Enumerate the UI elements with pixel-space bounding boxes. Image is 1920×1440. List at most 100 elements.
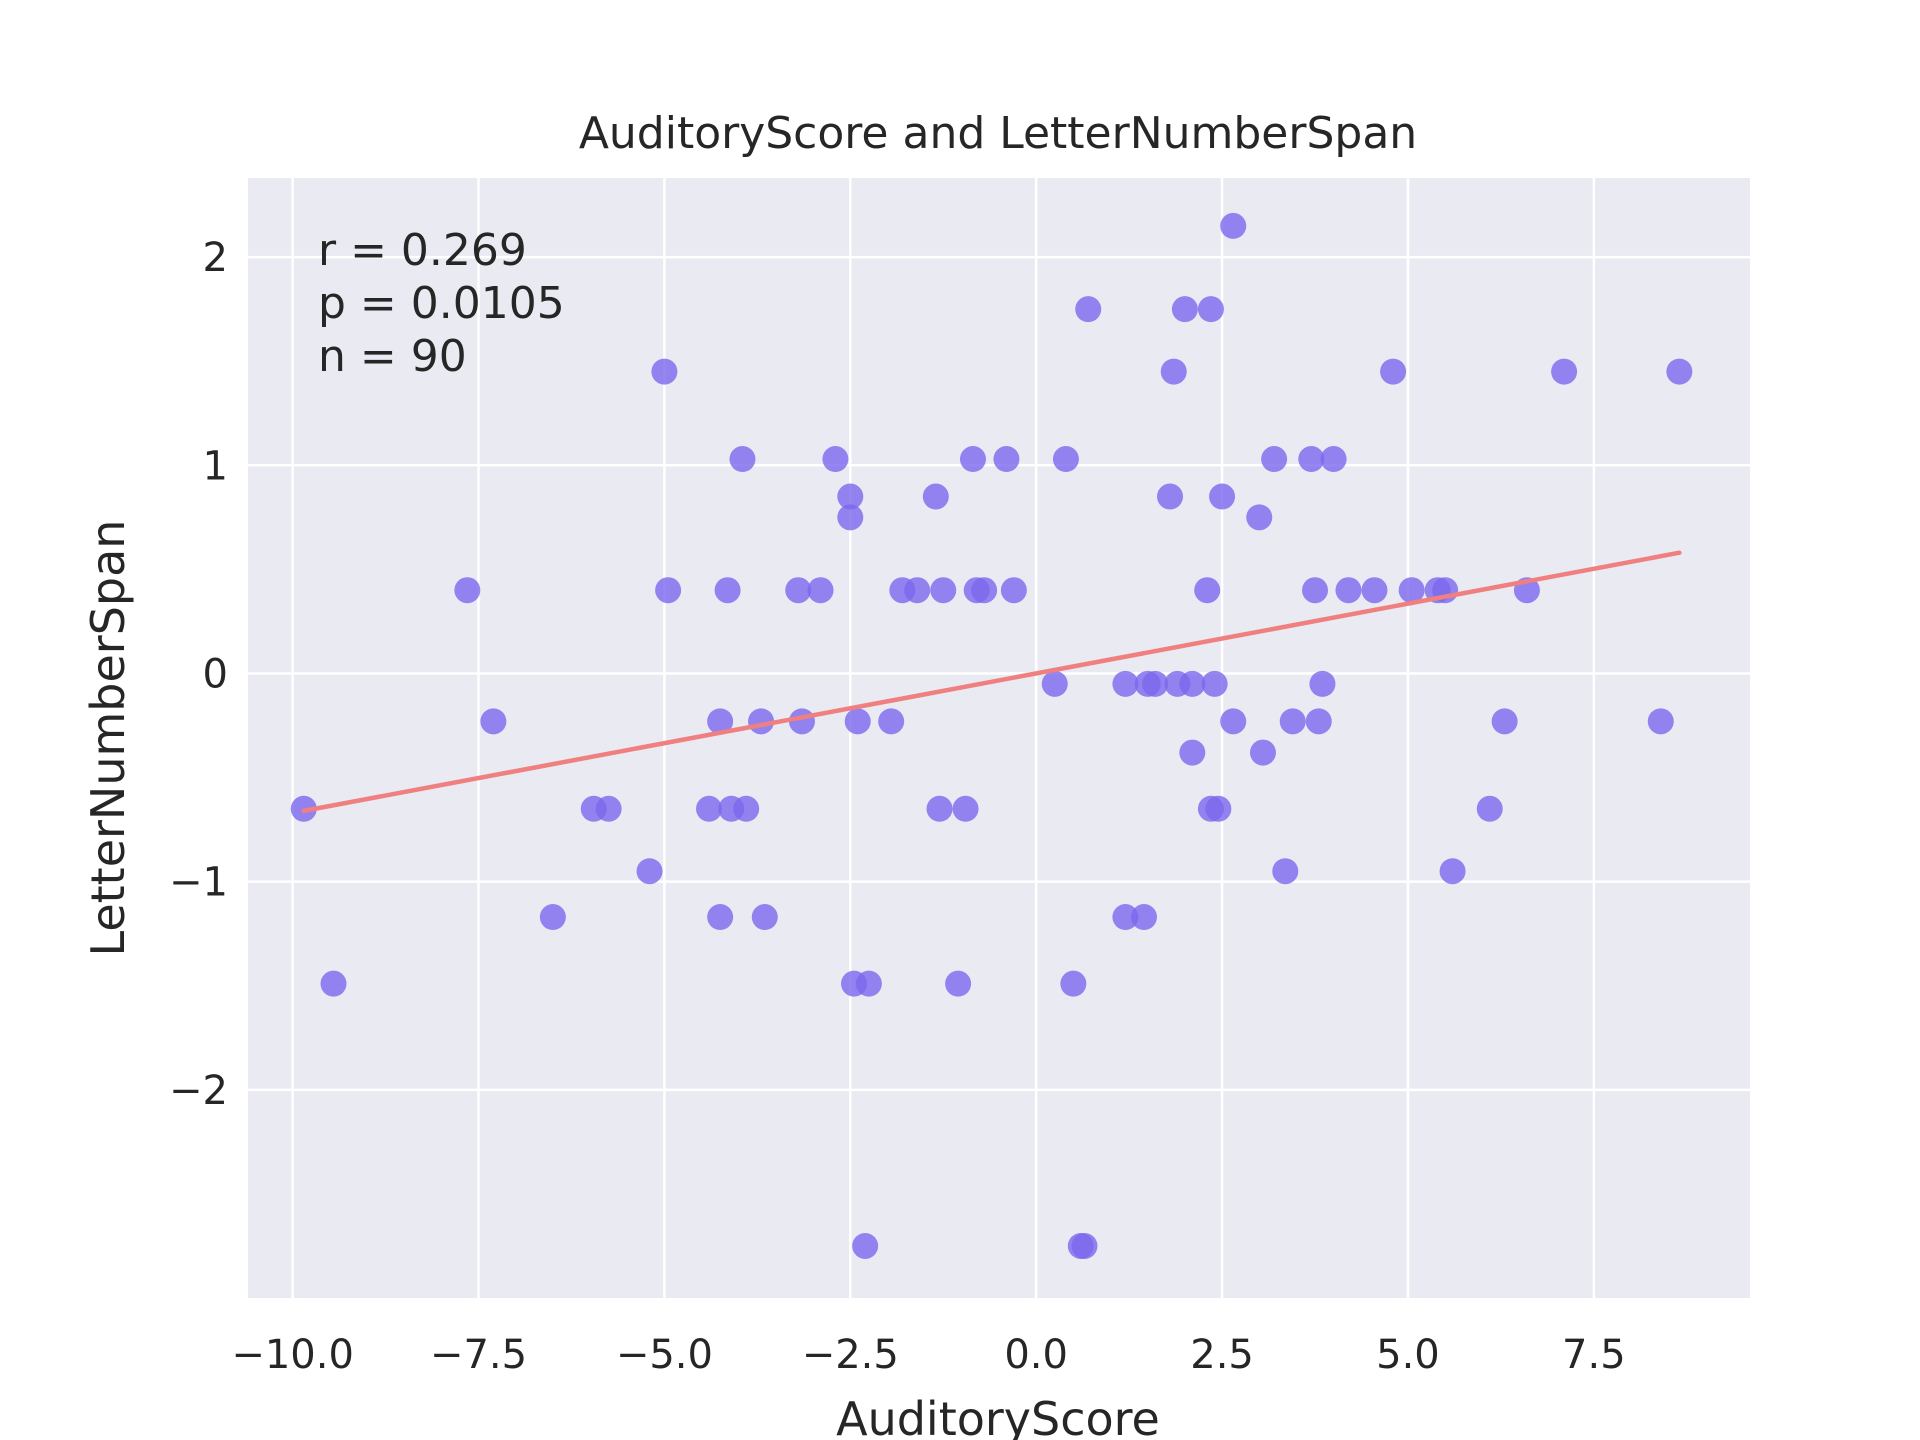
y-tick-label: −1: [169, 860, 228, 906]
data-point: [822, 446, 849, 473]
data-point: [1220, 708, 1247, 735]
data-point: [1041, 670, 1068, 697]
data-point: [636, 858, 663, 885]
data-point: [959, 446, 986, 473]
data-point: [1476, 795, 1503, 822]
data-point: [1220, 212, 1247, 239]
y-tick-labels: −2 −1 0 1 2: [169, 235, 228, 1114]
data-point: [714, 577, 741, 604]
x-tick-label: −2.5: [802, 1332, 899, 1378]
data-point: [1279, 708, 1306, 735]
x-tick-label: 7.5: [1562, 1332, 1626, 1378]
data-point: [1666, 358, 1693, 385]
data-point: [696, 795, 723, 822]
y-tick-label: 0: [203, 651, 228, 697]
data-point: [926, 795, 953, 822]
data-point: [1179, 739, 1206, 766]
x-tick-label: −7.5: [430, 1332, 527, 1378]
data-point: [1071, 1232, 1098, 1259]
data-point: [480, 708, 507, 735]
data-point: [1075, 296, 1102, 323]
data-point: [651, 358, 678, 385]
data-point: [1309, 670, 1336, 697]
data-point: [1320, 446, 1347, 473]
data-point: [655, 577, 682, 604]
data-point: [1160, 358, 1187, 385]
data-point: [595, 795, 622, 822]
data-point: [1272, 858, 1299, 885]
data-point: [1302, 577, 1329, 604]
data-point: [1209, 483, 1236, 510]
data-point: [707, 708, 734, 735]
data-point: [1205, 795, 1232, 822]
data-point: [1112, 904, 1139, 931]
data-point: [1647, 708, 1674, 735]
data-point: [971, 577, 998, 604]
data-point: [785, 577, 812, 604]
x-tick-label: −5.0: [616, 1332, 713, 1378]
data-point: [1197, 296, 1224, 323]
regression-line: [301, 550, 1682, 814]
data-point: [733, 795, 760, 822]
data-point: [751, 904, 778, 931]
data-point: [1194, 577, 1221, 604]
stats-line: n = 90: [318, 331, 467, 382]
y-axis-label: LetterNumberSpan: [81, 520, 135, 957]
plot-area: [248, 178, 1750, 1298]
data-points: [290, 212, 1693, 1259]
data-point: [807, 577, 834, 604]
data-point: [1130, 904, 1157, 931]
stats-line: r = 0.269: [318, 225, 527, 276]
data-point: [852, 1232, 879, 1259]
data-point: [320, 970, 347, 997]
regression-line-path: [301, 550, 1682, 814]
data-point: [945, 970, 972, 997]
data-point: [1052, 446, 1079, 473]
data-point: [729, 446, 756, 473]
x-tick-label: −10.0: [231, 1332, 354, 1378]
data-point: [930, 577, 957, 604]
data-point: [1060, 970, 1087, 997]
x-axis-label: AuditoryScore: [836, 1392, 1160, 1440]
data-point: [1261, 446, 1288, 473]
y-tick-label: −2: [169, 1068, 228, 1114]
data-point: [1491, 708, 1518, 735]
x-tick-label: 5.0: [1376, 1332, 1440, 1378]
data-point: [904, 577, 931, 604]
y-tick-label: 2: [203, 235, 228, 281]
data-point: [922, 483, 949, 510]
data-point: [1142, 670, 1169, 697]
data-point: [1335, 577, 1362, 604]
data-point: [837, 504, 864, 531]
data-point: [1398, 577, 1425, 604]
data-point: [1361, 577, 1388, 604]
stats-line: p = 0.0105: [318, 278, 565, 329]
data-point: [1249, 739, 1276, 766]
data-point: [1171, 296, 1198, 323]
data-point: [878, 708, 905, 735]
data-point: [1439, 858, 1466, 885]
data-point: [844, 708, 871, 735]
data-point: [539, 904, 566, 931]
data-point: [1179, 670, 1206, 697]
y-tick-label: 1: [203, 443, 228, 489]
data-point: [1000, 577, 1027, 604]
data-point: [1246, 504, 1273, 531]
data-point: [1201, 670, 1228, 697]
x-tick-labels: −10.0 −7.5 −5.0 −2.5 0.0 2.5 5.0 7.5: [231, 1332, 1625, 1378]
data-point: [1551, 358, 1578, 385]
data-point: [952, 795, 979, 822]
data-point: [1380, 358, 1407, 385]
data-point: [1305, 708, 1332, 735]
data-point: [1112, 670, 1139, 697]
data-point: [855, 970, 882, 997]
chart-title: AuditoryScore and LetterNumberSpan: [579, 108, 1417, 159]
data-point: [707, 904, 734, 931]
x-tick-label: 2.5: [1190, 1332, 1254, 1378]
data-point: [837, 483, 864, 510]
data-point: [454, 577, 481, 604]
data-point: [993, 446, 1020, 473]
x-tick-label: 0.0: [1004, 1332, 1068, 1378]
